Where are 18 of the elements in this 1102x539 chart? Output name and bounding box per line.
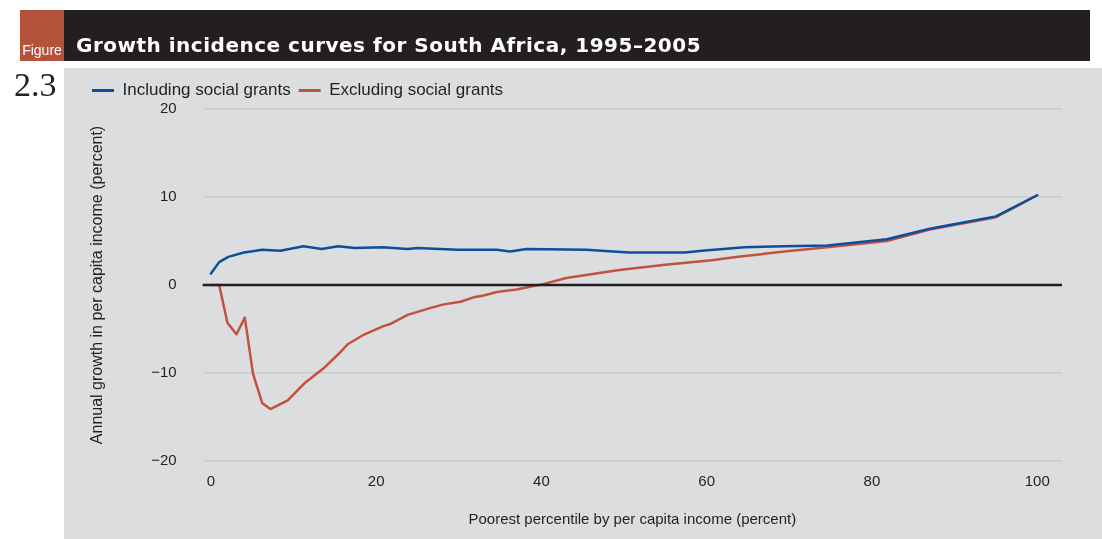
x-tick-label: 20	[367, 472, 385, 490]
text: 2.3	[14, 66, 57, 104]
legend-label: Including social grants	[122, 80, 291, 100]
x-tick-label: 0	[206, 472, 216, 490]
x-tick-label: 100	[1024, 472, 1050, 490]
y-axis-title: Annual growth in per capita income (percent)	[88, 125, 106, 445]
chart-title: Growth incidence curves for South Africa, 1995–2005	[76, 33, 702, 57]
y-tick-label: 20	[159, 99, 177, 117]
y-tick-label: 10	[159, 187, 177, 205]
x-tick-label: 60	[698, 472, 716, 490]
y-tick-label: 0	[168, 275, 177, 293]
legend-label: Excluding social grants	[329, 80, 504, 100]
y-tick-label: −20	[151, 451, 177, 469]
x-axis-title: Poorest percentile by per capita income (percent)	[468, 510, 797, 528]
x-tick-label: 80	[863, 472, 881, 490]
text: Figure	[20, 10, 64, 61]
x-tick-label: 40	[533, 472, 550, 490]
y-tick-label: −10	[151, 363, 177, 381]
